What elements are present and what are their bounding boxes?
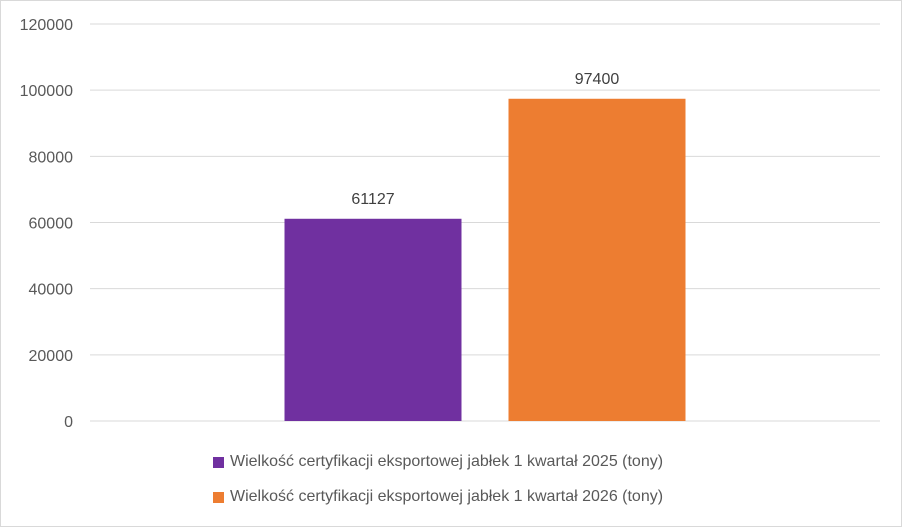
legend-item-2025: Wielkość certyfikacji eksportowej jabłek…	[213, 453, 663, 471]
y-tick-label: 80000	[29, 149, 74, 166]
legend-label-2025: Wielkość certyfikacji eksportowej jabłek…	[230, 453, 664, 470]
data-label-0: 61127	[351, 191, 394, 208]
bar-1	[508, 98, 686, 421]
gridlines	[90, 23, 880, 422]
legend-label-2026: Wielkość certyfikacji eksportowej jabłek…	[230, 488, 664, 505]
legend-swatch-2026	[213, 491, 224, 503]
y-tick-label: 20000	[29, 348, 74, 365]
y-tick-label: 0	[64, 414, 73, 431]
y-tick-label: 120000	[20, 17, 73, 34]
legend-swatch-2025	[213, 456, 224, 468]
bar-0	[284, 218, 462, 421]
y-tick-label: 60000	[29, 216, 74, 233]
bars	[284, 98, 686, 421]
y-tick-label: 40000	[29, 282, 74, 299]
legend-item-2026: Wielkość certyfikacji eksportowej jabłek…	[213, 488, 663, 506]
y-tick-label: 100000	[20, 83, 73, 100]
y-axis-ticks: 0 20000 40000 60000 80000 100000 120000	[20, 17, 73, 431]
data-label-1: 97400	[575, 71, 620, 88]
data-labels: 61127 97400	[351, 71, 619, 208]
